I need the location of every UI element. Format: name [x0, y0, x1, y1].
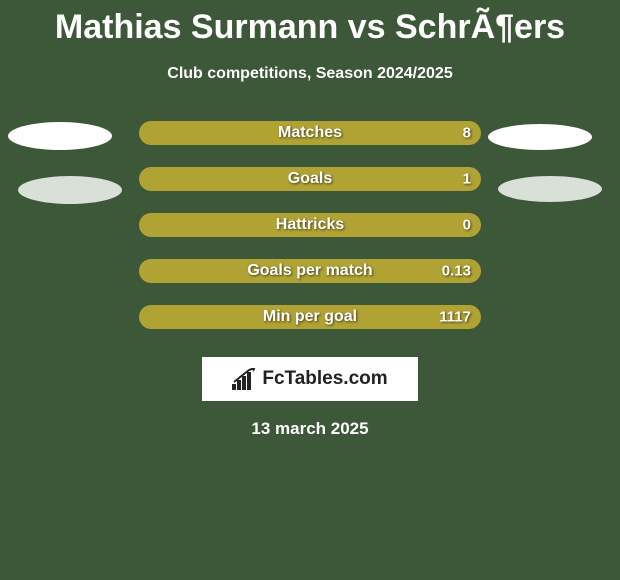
brand-text: FcTables.com: [262, 368, 387, 390]
stat-label: Goals: [288, 170, 332, 188]
page-subtitle: Club competitions, Season 2024/2025: [0, 65, 620, 83]
decorative-ellipse: [498, 176, 602, 202]
decorative-ellipse: [488, 124, 592, 150]
stat-row: Goals per match 0.13: [139, 259, 481, 283]
stat-label: Min per goal: [263, 308, 357, 326]
stat-row: Matches 8: [139, 121, 481, 145]
stat-value: 1117: [439, 309, 471, 326]
stat-row: Min per goal 1117: [139, 305, 481, 329]
decorative-ellipse: [8, 122, 112, 150]
footer-date: 13 march 2025: [0, 419, 620, 439]
stat-value: 0: [463, 217, 471, 234]
stat-value: 1: [463, 171, 471, 188]
stat-value: 0.13: [442, 263, 471, 280]
stat-row: Hattricks 0: [139, 213, 481, 237]
page-title: Mathias Surmann vs SchrÃ¶ers: [0, 0, 620, 47]
stat-label: Goals per match: [247, 262, 372, 280]
brand-box: FcTables.com: [202, 357, 418, 401]
stat-value: 8: [463, 125, 471, 142]
decorative-ellipse: [18, 176, 122, 204]
stat-label: Matches: [278, 124, 342, 142]
stat-label: Hattricks: [276, 216, 344, 234]
fctables-logo-icon: [232, 368, 258, 390]
stats-rows-container: Matches 8 Goals 1 Hattricks 0 Goals per match 0…: [139, 121, 481, 329]
stat-row: Goals 1: [139, 167, 481, 191]
